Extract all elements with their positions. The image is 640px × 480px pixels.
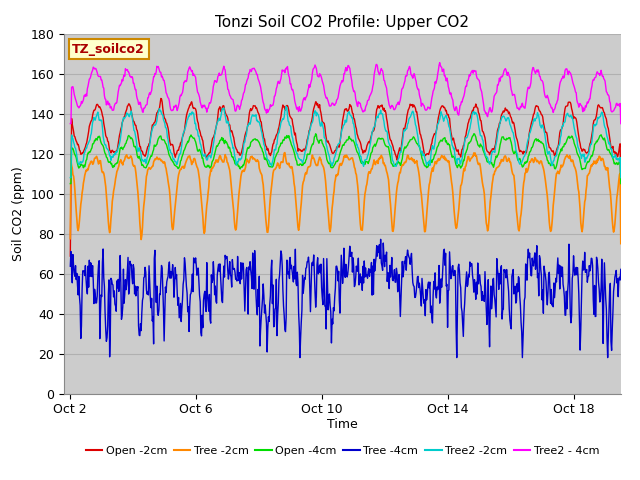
X-axis label: Time: Time [327, 418, 358, 431]
Legend: Open -2cm, Tree -2cm, Open -4cm, Tree -4cm, Tree2 -2cm, Tree2 - 4cm: Open -2cm, Tree -2cm, Open -4cm, Tree -4… [81, 441, 604, 460]
Text: TZ_soilco2: TZ_soilco2 [72, 43, 145, 56]
Title: Tonzi Soil CO2 Profile: Upper CO2: Tonzi Soil CO2 Profile: Upper CO2 [216, 15, 469, 30]
Y-axis label: Soil CO2 (ppm): Soil CO2 (ppm) [12, 166, 25, 261]
